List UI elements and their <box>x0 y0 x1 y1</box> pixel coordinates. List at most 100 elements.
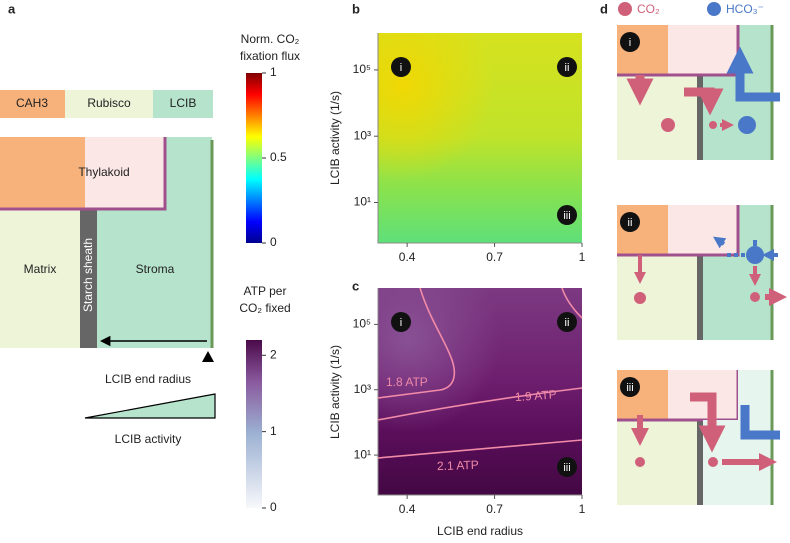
marker <box>620 212 640 232</box>
contour-label: 1.8 ATP <box>386 375 428 389</box>
tick-label: 1 <box>270 424 277 438</box>
x-tick-label: 0.4 <box>399 250 416 264</box>
tick-label: 0 <box>270 235 277 249</box>
colorbar-title: fixation flux <box>240 49 300 63</box>
pointer <box>202 351 214 362</box>
axis-label: LCIB activity (1/s) <box>328 91 342 185</box>
arrow <box>726 46 780 102</box>
contour-line <box>377 439 583 459</box>
dot <box>661 118 675 132</box>
thylakoid-border <box>0 137 167 211</box>
contour-label: 1.9 ATP <box>514 387 557 404</box>
dot <box>746 246 764 264</box>
marker-label: ii <box>565 62 570 74</box>
y-tick-label: 10³ <box>354 382 371 396</box>
heatmap <box>378 33 582 243</box>
marker <box>620 377 640 397</box>
y-tick-label: 10⁵ <box>353 317 371 331</box>
tick-label: 0.5 <box>270 150 287 164</box>
region-label: Matrix <box>24 262 57 276</box>
colorbar <box>246 340 262 508</box>
region-label: Stroma <box>136 262 175 276</box>
x-tick-label: 0.7 <box>486 250 503 264</box>
axis <box>377 33 582 244</box>
dot <box>635 457 645 467</box>
y-tick-label: 10¹ <box>354 447 371 461</box>
region <box>0 137 85 209</box>
colorbar-title: Norm. CO₂ <box>241 32 300 46</box>
legend-label: Rubisco <box>87 96 131 110</box>
marker <box>557 457 577 477</box>
legend-label: LCIB <box>170 96 197 110</box>
contour-label: 2.1 ATP <box>437 458 479 473</box>
marker-label: ii <box>565 317 570 329</box>
legend-label: CO₂ <box>637 2 660 16</box>
marker <box>557 57 577 77</box>
x-tick-label: 0.7 <box>486 502 503 516</box>
panel-label: d <box>600 1 608 16</box>
dot <box>738 116 756 134</box>
contour-line <box>561 287 583 319</box>
x-tick-label: 1 <box>579 250 586 264</box>
marker <box>620 32 640 52</box>
tick-label: 1 <box>270 65 277 79</box>
tick-label: 2 <box>270 347 277 361</box>
marker <box>557 312 577 332</box>
arrow <box>690 392 726 453</box>
y-tick-label: 10³ <box>354 128 371 142</box>
region-label: Starch sheath <box>81 238 95 312</box>
y-tick-label: 10⁵ <box>353 62 371 76</box>
region-label: Thylakoid <box>78 165 129 179</box>
tick-label: 0 <box>270 500 277 514</box>
colorbar-title: CO₂ fixed <box>239 301 290 315</box>
dot <box>709 121 717 129</box>
legend-label: CAH3 <box>16 96 48 110</box>
dot <box>708 457 718 467</box>
marker-label: i <box>629 37 631 49</box>
contour-line <box>377 287 456 399</box>
marker-label: iii <box>626 382 633 394</box>
region <box>165 137 212 348</box>
contour-line <box>377 387 583 421</box>
panel-label: c <box>352 278 359 293</box>
caption: LCIB activity <box>115 432 182 446</box>
scheme: iii <box>615 368 780 507</box>
axis <box>377 288 582 496</box>
starch-sheath <box>80 209 97 348</box>
legend-swatch <box>65 90 153 118</box>
legend-dot <box>618 2 632 16</box>
scheme: ii <box>615 203 787 342</box>
wedge <box>84 393 216 419</box>
legend-dot <box>707 2 721 16</box>
marker <box>391 57 411 77</box>
arrow <box>713 236 727 249</box>
marker-label: i <box>400 317 402 329</box>
x-tick-label: 0.4 <box>399 502 416 516</box>
marker <box>557 205 577 225</box>
region <box>97 209 167 348</box>
heatmap <box>378 288 582 495</box>
dot <box>750 292 760 302</box>
axis-label: LCIB end radius <box>437 524 523 538</box>
y-tick-label: 10¹ <box>354 195 371 209</box>
legend-label: HCO₃⁻ <box>726 2 764 16</box>
arrow <box>684 87 724 116</box>
region <box>0 209 80 348</box>
marker-label: i <box>400 62 402 74</box>
scheme: i <box>615 23 780 162</box>
dot <box>634 292 646 304</box>
x-tick-label: 1 <box>579 502 586 516</box>
panel-label: a <box>8 1 16 16</box>
marker-label: ii <box>628 217 633 229</box>
colorbar-title: ATP per <box>244 284 287 298</box>
marker-label: iii <box>563 210 570 222</box>
colorbar <box>246 73 262 243</box>
panel-label: b <box>352 1 360 16</box>
legend-swatch <box>0 90 65 118</box>
marker-label: iii <box>563 462 570 474</box>
region <box>85 137 165 209</box>
arrow <box>740 405 780 440</box>
marker <box>391 312 411 332</box>
caption: LCIB end radius <box>105 372 191 386</box>
